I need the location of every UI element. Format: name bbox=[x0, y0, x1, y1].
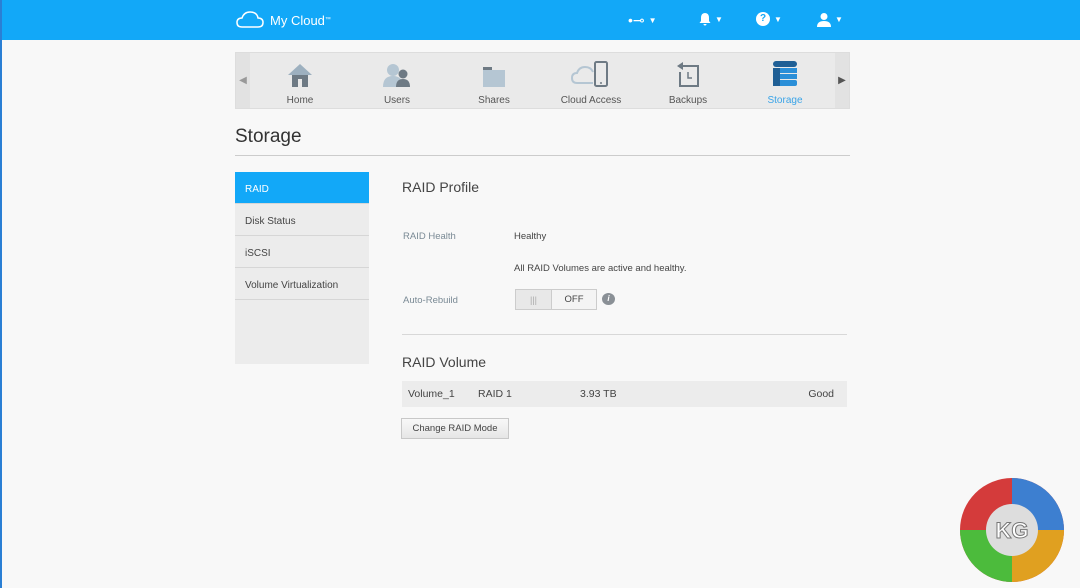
nav-label: Cloud Access bbox=[560, 95, 622, 106]
trademark: ™ bbox=[324, 17, 331, 23]
chevron-down-icon: ▼ bbox=[774, 14, 782, 24]
help-icon: ? bbox=[756, 12, 770, 26]
nav-cloud-access[interactable]: Cloud Access bbox=[546, 59, 636, 106]
user-icon bbox=[817, 13, 831, 27]
divider bbox=[235, 155, 850, 156]
chevron-down-icon: ▼ bbox=[835, 15, 843, 24]
nav-label: Storage bbox=[767, 95, 803, 106]
raid-health-value: Healthy bbox=[514, 231, 547, 242]
auto-rebuild-toggle[interactable]: ||| OFF bbox=[515, 289, 597, 310]
usb-icon: •⊸ bbox=[628, 12, 645, 28]
auto-rebuild-label: Auto-Rebuild bbox=[403, 295, 458, 306]
main-nav: ◀ ▶ Home Users Shares Cloud Access Backu… bbox=[235, 52, 850, 109]
app-title: My Cloud bbox=[270, 12, 325, 28]
volume-raid-type: RAID 1 bbox=[478, 388, 512, 400]
nav-label: Users bbox=[383, 95, 411, 106]
cloud-icon bbox=[236, 11, 264, 28]
users-icon bbox=[383, 64, 410, 87]
toggle-state: OFF bbox=[564, 294, 584, 305]
backup-icon bbox=[677, 62, 699, 87]
sidebar-item-volume-virtualization[interactable]: Volume Virtualization bbox=[235, 268, 369, 300]
chevron-down-icon: ▼ bbox=[648, 16, 657, 25]
nav-shares[interactable]: Shares bbox=[449, 59, 539, 106]
divider bbox=[402, 334, 847, 335]
chevron-right-icon: ▶ bbox=[838, 75, 846, 86]
notifications-menu[interactable]: ▼ bbox=[699, 12, 723, 26]
folder-icon bbox=[483, 67, 505, 87]
cloud-device-icon bbox=[571, 61, 608, 87]
volume-status: Good bbox=[808, 388, 834, 400]
sidebar-item-iscsi[interactable]: iSCSI bbox=[235, 236, 369, 268]
info-icon[interactable]: i bbox=[602, 293, 615, 305]
toggle-grip: ||| bbox=[516, 290, 552, 309]
logo[interactable]: My Cloud ™ bbox=[236, 11, 331, 29]
chevron-left-icon: ◀ bbox=[239, 75, 247, 86]
raid-health-message: All RAID Volumes are active and healthy. bbox=[514, 263, 687, 274]
volume-size: 3.93 TB bbox=[580, 388, 617, 400]
usb-menu[interactable]: •⊸ ▼ bbox=[628, 12, 657, 29]
nav-label: Shares bbox=[478, 95, 510, 106]
bell-icon bbox=[699, 13, 711, 26]
raid-profile-title: RAID Profile bbox=[402, 179, 480, 195]
help-menu[interactable]: ? ▼ bbox=[756, 12, 782, 26]
nav-backups[interactable]: Backups bbox=[643, 59, 733, 106]
home-icon bbox=[288, 64, 312, 87]
top-bar: My Cloud ™ •⊸ ▼ ▼ ? ▼ ▼ bbox=[2, 0, 1080, 40]
nav-home[interactable]: Home bbox=[255, 59, 345, 106]
nav-label: Backups bbox=[668, 95, 708, 106]
user-menu[interactable]: ▼ bbox=[817, 12, 843, 27]
volume-name: Volume_1 bbox=[408, 388, 455, 400]
storage-icon bbox=[773, 61, 797, 86]
svg-text:KG: KG bbox=[996, 518, 1029, 543]
sidebar-item-disk-status[interactable]: Disk Status bbox=[235, 204, 369, 236]
nav-storage[interactable]: Storage bbox=[740, 59, 830, 106]
nav-right-arrow[interactable]: ▶ bbox=[835, 53, 849, 108]
chevron-down-icon: ▼ bbox=[715, 14, 723, 24]
page-title: Storage bbox=[235, 126, 302, 147]
kg-watermark-logo: KG bbox=[960, 478, 1064, 582]
table-row[interactable]: Volume_1 RAID 1 3.93 TB Good bbox=[402, 381, 847, 407]
change-raid-mode-button[interactable]: Change RAID Mode bbox=[401, 418, 509, 439]
nav-label: Home bbox=[286, 95, 314, 106]
nav-left-arrow[interactable]: ◀ bbox=[236, 53, 250, 108]
nav-users[interactable]: Users bbox=[352, 59, 442, 106]
raid-health-label: RAID Health bbox=[403, 231, 456, 242]
sidebar-item-raid[interactable]: RAID bbox=[235, 172, 369, 204]
raid-volume-title: RAID Volume bbox=[402, 354, 487, 370]
sidebar: RAID Disk Status iSCSI Volume Virtualiza… bbox=[235, 172, 369, 364]
